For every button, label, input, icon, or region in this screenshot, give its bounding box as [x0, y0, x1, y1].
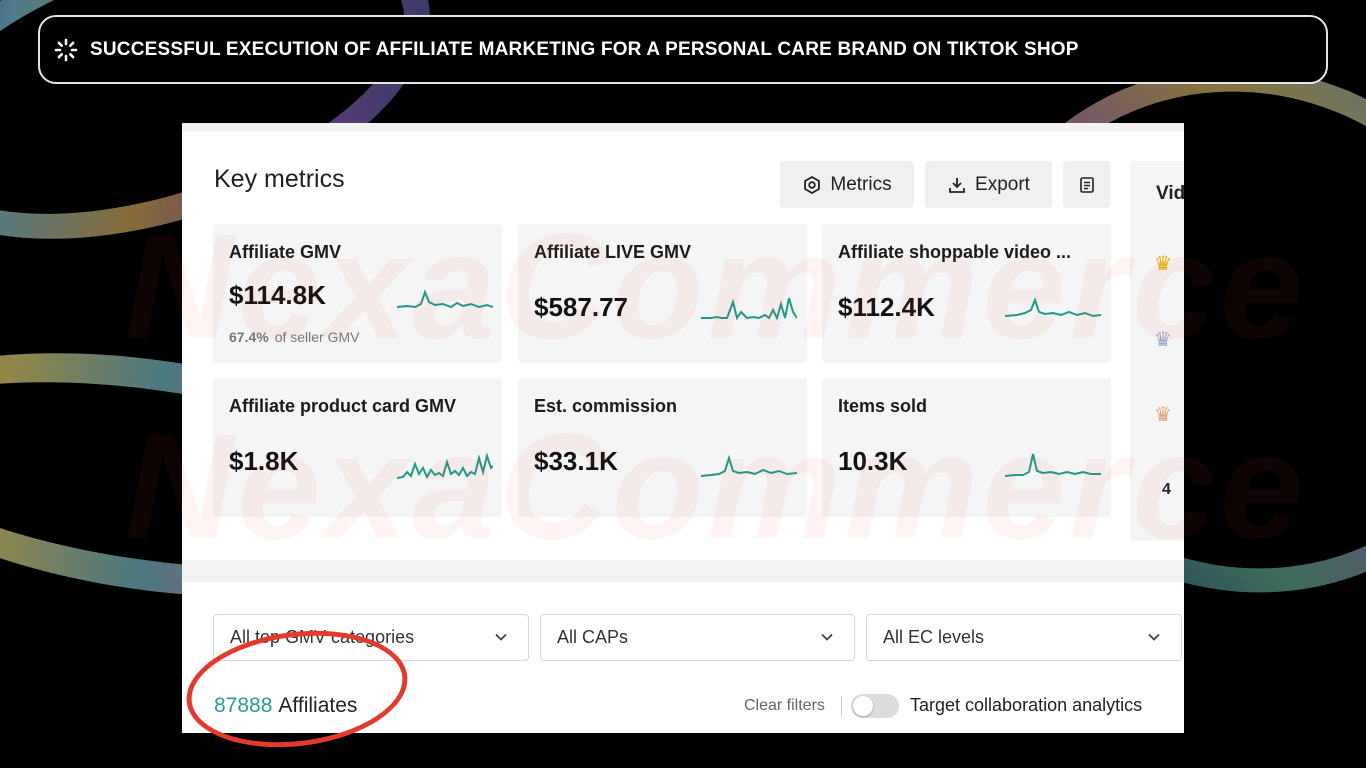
divider	[841, 696, 842, 716]
affiliate-count: 87888 Affiliates	[214, 694, 357, 718]
select-value: All top GMV categories	[230, 627, 415, 647]
bronze-crown-icon: ♛	[1154, 404, 1172, 426]
affiliate-count-label: Affiliates	[278, 694, 358, 717]
sparkline	[1005, 453, 1101, 477]
metric-card[interactable]: Affiliate shoppable video ... $112.4K	[822, 224, 1111, 363]
loading-spinner-icon	[54, 38, 78, 61]
select-value: All CAPs	[557, 627, 629, 647]
clear-filters-link[interactable]: Clear filters	[744, 697, 825, 714]
card-subtext: 67.4% of seller GMV	[229, 329, 360, 345]
sparkline	[397, 289, 493, 309]
metrics-button-label: Metrics	[830, 173, 892, 195]
card-subtext-label: of seller GMV	[274, 329, 360, 345]
export-button-label: Export	[975, 173, 1030, 195]
sparkline	[701, 454, 797, 477]
chevron-down-icon	[821, 633, 833, 641]
card-title: Affiliate product card GMV	[229, 396, 457, 416]
silver-crown-icon: ♛	[1154, 329, 1172, 351]
metric-card[interactable]: Items sold 10.3K	[822, 378, 1111, 517]
metric-card[interactable]: Affiliate GMV $114.8K 67.4% of seller GMV	[213, 224, 502, 363]
affiliate-count-number: 87888	[214, 694, 273, 717]
divider	[182, 560, 1184, 582]
gold-crown-icon: ♛	[1154, 253, 1172, 275]
document-icon	[1079, 176, 1094, 193]
report-button[interactable]	[1063, 161, 1110, 208]
metrics-button[interactable]: Metrics	[780, 161, 914, 208]
title-bar: SUCCESSFUL EXECUTION OF AFFILIATE MARKET…	[38, 15, 1328, 84]
target-collaboration-label: Target collaboration analytics	[910, 695, 1143, 715]
sparkline	[701, 297, 797, 321]
toggle-knob	[853, 696, 873, 716]
gmv-category-select[interactable]: All top GMV categories	[213, 614, 529, 661]
card-value: $33.1K	[534, 446, 618, 476]
metric-card[interactable]: Affiliate product card GMV $1.8K	[213, 378, 502, 517]
sparkline	[397, 452, 493, 480]
card-value: $112.4K	[838, 292, 935, 322]
dashboard-screenshot: Key metrics Metrics Export Affiliate GMV…	[182, 123, 1184, 733]
card-value: $114.8K	[229, 280, 326, 310]
card-title: Est. commission	[534, 396, 678, 416]
ec-levels-select[interactable]: All EC levels	[866, 614, 1182, 661]
caps-select[interactable]: All CAPs	[540, 614, 855, 661]
chevron-down-icon	[1148, 633, 1160, 641]
card-title: Items sold	[838, 396, 928, 416]
chevron-down-icon	[495, 633, 507, 641]
top-videos-panel: Vid ♛ ♛ ♛ 4	[1130, 161, 1184, 541]
panel-title: Vid	[1156, 183, 1184, 204]
divider	[182, 123, 1184, 131]
card-title: Affiliate LIVE GMV	[534, 242, 692, 262]
target-collaboration-toggle[interactable]	[851, 694, 899, 718]
export-button[interactable]: Export	[925, 161, 1052, 208]
card-value: 10.3K	[838, 446, 908, 476]
section-title: Key metrics	[214, 165, 345, 193]
metric-card[interactable]: Affiliate LIVE GMV $587.77	[518, 224, 807, 363]
card-value: $587.77	[534, 292, 628, 322]
metric-card[interactable]: Est. commission $33.1K	[518, 378, 807, 517]
page-title: SUCCESSFUL EXECUTION OF AFFILIATE MARKET…	[90, 38, 1079, 60]
card-value: $1.8K	[229, 446, 299, 476]
download-icon	[949, 177, 965, 193]
card-title: Affiliate shoppable video ...	[838, 242, 1072, 262]
card-subtext-percent: 67.4%	[229, 329, 269, 345]
rank-number: 4	[1162, 481, 1171, 498]
card-title: Affiliate GMV	[229, 242, 342, 262]
gear-icon	[804, 175, 821, 194]
sparkline	[1005, 297, 1101, 318]
select-value: All EC levels	[883, 627, 985, 647]
